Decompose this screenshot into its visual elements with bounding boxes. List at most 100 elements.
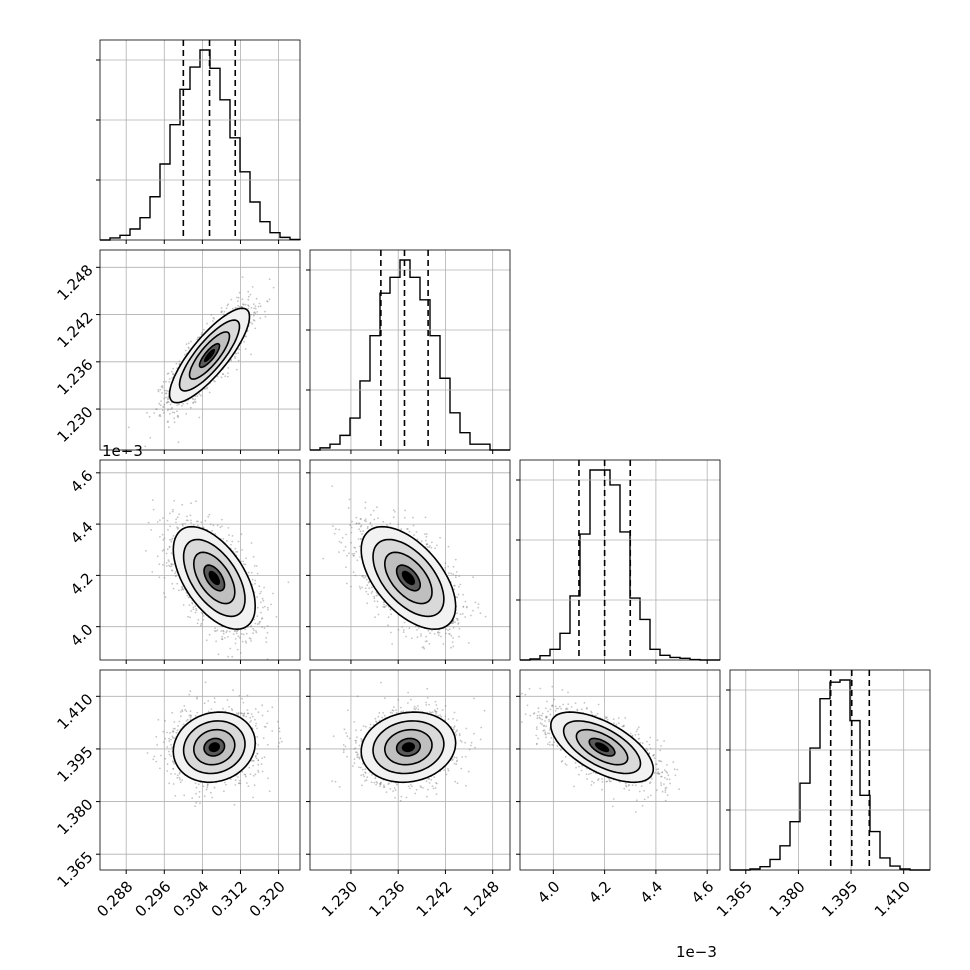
scatter-point [243, 340, 246, 343]
scatter-point [448, 628, 451, 631]
scatter-point [362, 530, 365, 532]
scatter-point [221, 373, 224, 375]
scatter-point [162, 406, 164, 408]
scatter-point [194, 611, 197, 614]
scatter-point [190, 502, 193, 505]
scatter-point [162, 411, 165, 414]
panel-frame [309, 249, 511, 451]
scatter-point [425, 535, 428, 538]
scatter-point [252, 303, 255, 306]
scatter-point [359, 587, 362, 590]
scatter-point [237, 300, 239, 302]
scatter-point [164, 596, 167, 599]
scatter-panel-0-2 [96, 459, 301, 664]
scatter-point [461, 612, 464, 615]
scatter-point [382, 605, 385, 608]
scatter-point [247, 298, 250, 301]
scatter-point [208, 633, 211, 636]
scatter-point [266, 300, 269, 303]
scatter-point [268, 278, 271, 281]
scatter-point [452, 573, 455, 576]
scatter-point [151, 571, 154, 573]
scatter-point [451, 622, 454, 625]
scatter-point [247, 295, 250, 298]
scatter-point [266, 631, 269, 634]
panel-frame [99, 249, 301, 451]
scatter-point [203, 328, 205, 331]
scatter-point [250, 571, 253, 574]
scatter-point [359, 530, 362, 533]
scatter-point [437, 632, 439, 634]
scatter-point [402, 631, 405, 633]
scatter-point [367, 593, 369, 596]
scatter-point [239, 636, 241, 639]
scatter-point [151, 499, 154, 501]
scatter-point [161, 409, 164, 412]
scatter-point [262, 599, 265, 602]
scatter-point [253, 311, 256, 314]
panel-frame [99, 39, 301, 241]
scatter-point [264, 310, 266, 313]
scatter-point [226, 630, 228, 632]
scatter-point [181, 587, 184, 590]
scatter-point [455, 571, 458, 573]
scatter-point [220, 311, 223, 313]
scatter-point [178, 403, 180, 405]
scatter-point [477, 606, 480, 609]
scatter-point [227, 372, 229, 374]
histogram-step [100, 49, 301, 241]
scatter-point [229, 647, 232, 650]
scatter-point [184, 349, 187, 352]
scatter-point [270, 603, 272, 606]
scatter-point [257, 305, 260, 308]
scatter-point [249, 321, 252, 324]
scatter-point [412, 524, 415, 527]
scatter-point [256, 311, 259, 313]
scatter-point [354, 547, 357, 549]
scatter-point [431, 629, 433, 632]
scatter-point [159, 536, 161, 538]
scatter-point [171, 408, 173, 410]
scatter-point [373, 600, 376, 602]
scatter-point [244, 640, 247, 643]
scatter-point [210, 523, 212, 526]
scatter-point [357, 538, 360, 540]
scatter-point [253, 312, 255, 314]
scatter-point [197, 619, 200, 621]
scatter-point [452, 620, 455, 623]
scatter-point [429, 632, 431, 634]
scatter-point [375, 594, 378, 597]
scatter-point [345, 566, 347, 568]
scatter-point [455, 617, 458, 620]
scatter-point [201, 613, 204, 615]
scatter-point [228, 630, 231, 633]
scatter-point [253, 314, 255, 317]
scatter-point [170, 565, 173, 567]
scatter-point [354, 574, 357, 577]
scatter-point [236, 629, 239, 632]
scatter-point [373, 595, 375, 598]
scatter-point [216, 524, 219, 527]
scatter-point [259, 620, 262, 623]
scatter-point [221, 525, 223, 528]
scatter-point [338, 551, 340, 553]
scatter-point [355, 522, 358, 525]
scatter-point [344, 545, 347, 548]
scatter-point [181, 503, 184, 506]
scatter-point [241, 276, 244, 278]
scatter-point [149, 436, 152, 439]
scatter-point [383, 606, 386, 609]
scatter-point [348, 552, 350, 555]
scatter-point [171, 537, 174, 540]
scatter-point [241, 549, 244, 551]
scatter-point [195, 608, 198, 610]
scatter-point [227, 527, 230, 529]
scatter-point [156, 408, 158, 411]
scatter-point [215, 630, 217, 632]
scatter-point [172, 372, 174, 375]
scatter-point [159, 413, 161, 416]
scatter-point [368, 587, 371, 589]
scatter-point [182, 588, 185, 591]
contour-line [203, 564, 226, 592]
scatter-point [377, 517, 379, 519]
